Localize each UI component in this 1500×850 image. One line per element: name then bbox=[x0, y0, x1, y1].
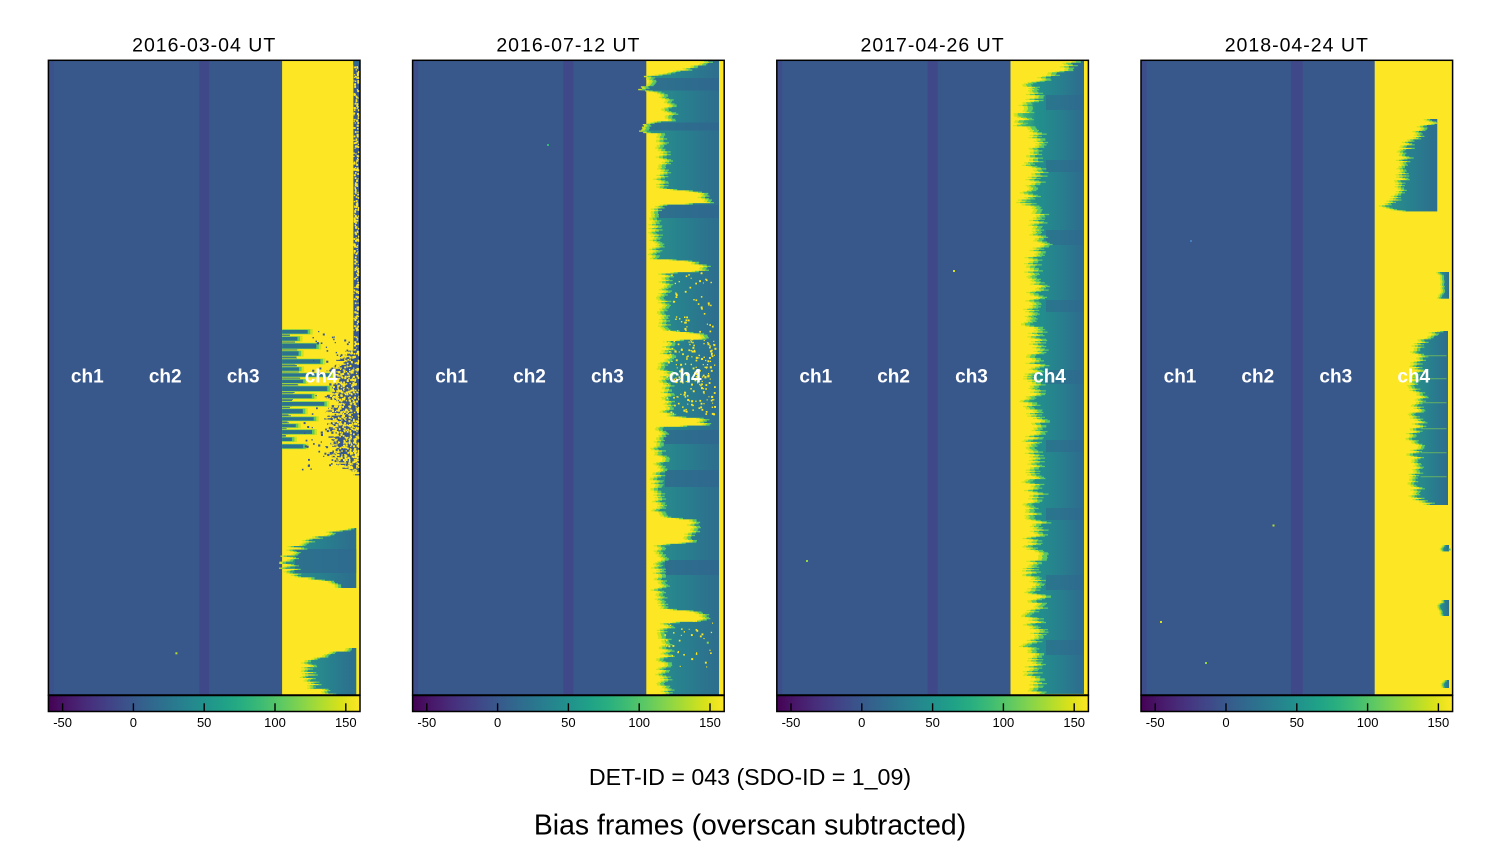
svg-text:150: 150 bbox=[1428, 715, 1450, 730]
svg-text:DET-ID = 043 (SDO-ID = 1_09): DET-ID = 043 (SDO-ID = 1_09) bbox=[589, 764, 911, 790]
svg-text:ch1: ch1 bbox=[435, 367, 468, 388]
svg-text:ch3: ch3 bbox=[955, 367, 988, 388]
svg-text:-50: -50 bbox=[1146, 715, 1165, 730]
svg-text:Bias frames (overscan subtract: Bias frames (overscan subtracted) bbox=[534, 810, 966, 842]
svg-text:ch4: ch4 bbox=[305, 367, 338, 388]
svg-text:ch3: ch3 bbox=[1319, 367, 1352, 388]
svg-text:ch2: ch2 bbox=[149, 367, 182, 388]
svg-text:0: 0 bbox=[1222, 715, 1229, 730]
svg-text:0: 0 bbox=[494, 715, 501, 730]
svg-text:50: 50 bbox=[1290, 715, 1304, 730]
svg-text:-50: -50 bbox=[417, 715, 436, 730]
svg-text:ch3: ch3 bbox=[591, 367, 624, 388]
svg-text:2016-03-04 UT: 2016-03-04 UT bbox=[132, 34, 276, 56]
svg-text:-50: -50 bbox=[782, 715, 801, 730]
svg-text:ch2: ch2 bbox=[513, 367, 546, 388]
svg-text:50: 50 bbox=[197, 715, 211, 730]
svg-text:2018-04-24 UT: 2018-04-24 UT bbox=[1225, 34, 1369, 56]
svg-text:100: 100 bbox=[993, 715, 1015, 730]
svg-text:ch1: ch1 bbox=[71, 367, 104, 388]
svg-text:150: 150 bbox=[699, 715, 721, 730]
svg-text:100: 100 bbox=[628, 715, 650, 730]
svg-text:50: 50 bbox=[561, 715, 575, 730]
svg-text:0: 0 bbox=[130, 715, 137, 730]
svg-text:150: 150 bbox=[335, 715, 357, 730]
svg-text:ch1: ch1 bbox=[799, 367, 832, 388]
svg-text:50: 50 bbox=[925, 715, 939, 730]
svg-text:2017-04-26 UT: 2017-04-26 UT bbox=[861, 34, 1005, 56]
svg-text:150: 150 bbox=[1063, 715, 1085, 730]
svg-text:ch4: ch4 bbox=[669, 367, 702, 388]
svg-text:0: 0 bbox=[858, 715, 865, 730]
svg-text:ch4: ch4 bbox=[1397, 367, 1430, 388]
svg-text:2016-07-12 UT: 2016-07-12 UT bbox=[496, 34, 640, 56]
svg-text:ch3: ch3 bbox=[227, 367, 260, 388]
svg-text:ch4: ch4 bbox=[1033, 367, 1066, 388]
svg-text:100: 100 bbox=[264, 715, 286, 730]
svg-text:ch2: ch2 bbox=[1241, 367, 1274, 388]
svg-text:100: 100 bbox=[1357, 715, 1379, 730]
svg-text:ch1: ch1 bbox=[1164, 367, 1197, 388]
svg-text:-50: -50 bbox=[53, 715, 72, 730]
svg-text:ch2: ch2 bbox=[877, 367, 910, 388]
